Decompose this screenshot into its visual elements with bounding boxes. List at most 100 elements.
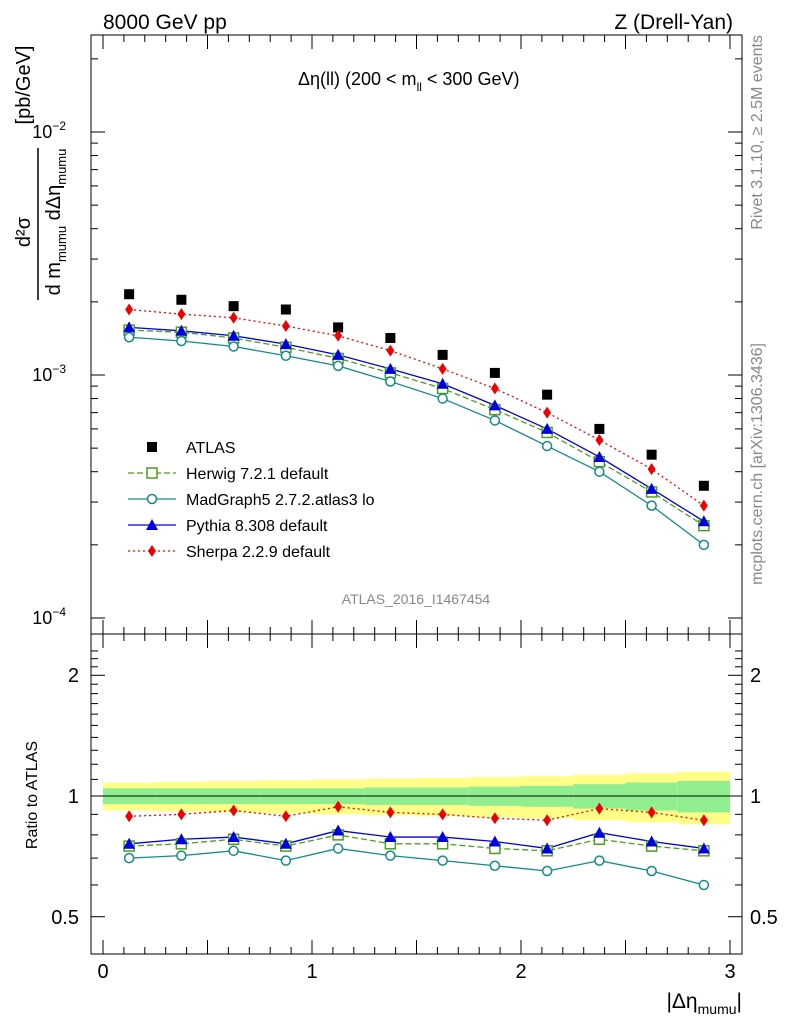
series-line-herwig-7-2-1-default	[129, 329, 705, 527]
ytick-label: 10−3	[32, 362, 66, 385]
point-sherpa-2-2-9-default	[595, 434, 604, 447]
panel-title: Δη(ll) (200 < mll < 300 GeV)	[298, 69, 519, 94]
top-panel-ticks	[91, 35, 742, 634]
ratio-point-pythia-8-308-default	[645, 835, 658, 847]
point-atlas	[124, 289, 135, 300]
series-line-pythia-8-308-default	[129, 326, 705, 522]
ratio-uncertainty-band	[103, 771, 730, 825]
point-madgraph5-2-7-2-atlas3-lo	[228, 341, 239, 352]
point-pythia-8-308-default	[697, 515, 710, 527]
ylabel-unit: [pb/GeV]	[13, 46, 35, 125]
point-atlas	[489, 367, 500, 378]
point-sherpa-2-2-9-default	[699, 499, 708, 512]
legend-marker	[148, 545, 156, 557]
legend-label: ATLAS	[186, 440, 236, 457]
ylabel-denominator: d mmumu dΔηmumu	[43, 149, 69, 296]
ratio-point-pythia-8-308-default	[175, 833, 188, 845]
point-atlas	[646, 449, 657, 460]
xtick-label: 1	[306, 961, 317, 983]
ratio-point-madgraph5-2-7-2-atlas3-lo	[332, 843, 344, 854]
ratio-point-madgraph5-2-7-2-atlas3-lo	[176, 850, 187, 861]
ytick-label: 10−4	[32, 605, 66, 628]
point-madgraph5-2-7-2-atlas3-lo	[385, 376, 396, 387]
ratio-point-madgraph5-2-7-2-atlas3-lo	[646, 865, 657, 877]
ratio-point-sherpa-2-2-9-default	[281, 810, 290, 823]
header-right: Z (Drell-Yan)	[614, 11, 733, 34]
xtick-labels: 0 1 2 3	[97, 961, 735, 983]
ratio-point-sherpa-2-2-9-default	[490, 812, 499, 825]
point-sherpa-2-2-9-default	[490, 382, 499, 395]
ratio-ytick-label-right: 0.5	[750, 907, 778, 929]
ratio-line-madgraph5-2-7-2-atlas3-lo	[129, 847, 705, 886]
top-ytick-labels: 10−4 10−3 10−2	[32, 119, 66, 628]
ratio-point-pythia-8-308-default	[436, 831, 449, 843]
ratio-ytick-label-left: 1	[68, 786, 79, 808]
top-ylabel: d²σ d mmumu dΔηmumu [pb/GeV]	[13, 46, 69, 300]
point-atlas	[228, 301, 239, 312]
point-sherpa-2-2-9-default	[229, 311, 238, 324]
ratio-point-madgraph5-2-7-2-atlas3-lo	[437, 855, 448, 866]
ratio-point-pythia-8-308-default	[593, 826, 606, 838]
ratio-point-madgraph5-2-7-2-atlas3-lo	[698, 879, 710, 891]
point-sherpa-2-2-9-default	[438, 362, 447, 375]
legend-entry-atlas: ATLAS	[147, 440, 236, 457]
x-axis-label: |Δηmumu|	[666, 990, 742, 1017]
legend-label: Herwig 7.2.1 default	[186, 466, 329, 483]
analysis-id: ATLAS_2016_I1467454	[342, 591, 491, 607]
legend-marker	[146, 493, 158, 505]
ylabel-numerator: d²σ	[13, 216, 35, 247]
ratio-point-pythia-8-308-default	[384, 831, 397, 843]
ratio-band-inner	[677, 780, 730, 813]
ratio-point-madgraph5-2-7-2-atlas3-lo	[280, 855, 292, 866]
ratio-ytick-label-right: 2	[750, 665, 761, 687]
ratio-point-pythia-8-308-default	[227, 831, 240, 843]
ratio-band-inner	[625, 782, 678, 811]
ytick-label: 10−2	[32, 119, 66, 142]
ratio-point-sherpa-2-2-9-default	[229, 804, 238, 817]
point-pythia-8-308-default	[227, 329, 240, 341]
point-madgraph5-2-7-2-atlas3-lo	[332, 360, 344, 372]
point-madgraph5-2-7-2-atlas3-lo	[698, 539, 710, 551]
series-line-madgraph5-2-7-2-atlas3-lo	[129, 336, 705, 546]
ratio-ylabel: Ratio to ATLAS	[24, 741, 41, 849]
ratio-line-pythia-8-308-default	[129, 829, 704, 850]
series-line-sherpa-2-2-9-default	[129, 308, 705, 507]
point-atlas	[280, 304, 291, 315]
legend-marker	[146, 519, 158, 530]
point-madgraph5-2-7-2-atlas3-lo	[646, 500, 657, 511]
point-madgraph5-2-7-2-atlas3-lo	[280, 350, 292, 362]
ratio-point-sherpa-2-2-9-default	[386, 806, 395, 819]
point-madgraph5-2-7-2-atlas3-lo	[594, 466, 605, 477]
point-madgraph5-2-7-2-atlas3-lo	[489, 415, 501, 426]
ratio-point-madgraph5-2-7-2-atlas3-lo	[228, 845, 239, 857]
rivet-version-text: Rivet 3.1.10, ≥ 2.5M events	[749, 35, 766, 230]
point-atlas	[542, 389, 553, 400]
point-pythia-8-308-default	[332, 348, 345, 360]
point-madgraph5-2-7-2-atlas3-lo	[176, 335, 187, 347]
ratio-point-madgraph5-2-7-2-atlas3-lo	[123, 852, 135, 864]
ratio-point-pythia-8-308-default	[332, 824, 345, 836]
point-atlas	[594, 423, 605, 434]
legend-marker	[147, 442, 157, 452]
ratio-ytick-label-left: 0.5	[51, 907, 79, 929]
point-madgraph5-2-7-2-atlas3-lo	[541, 440, 553, 452]
ratio-ytick-label-left: 2	[68, 665, 79, 687]
xtick-label: 0	[97, 961, 108, 983]
ratio-line-herwig-7-2-1-default	[129, 834, 704, 852]
point-atlas	[176, 294, 187, 305]
point-sherpa-2-2-9-default	[177, 308, 186, 321]
ratio-point-sherpa-2-2-9-default	[595, 802, 604, 815]
point-pythia-8-308-default	[175, 324, 188, 336]
point-madgraph5-2-7-2-atlas3-lo	[123, 332, 135, 343]
ratio-point-pythia-8-308-default	[123, 837, 136, 849]
point-atlas	[437, 349, 448, 360]
ratio-point-pythia-8-308-default	[697, 842, 710, 854]
ratio-point-sherpa-2-2-9-default	[647, 806, 656, 819]
ratio-point-pythia-8-308-default	[279, 837, 292, 849]
ratio-point-madgraph5-2-7-2-atlas3-lo	[541, 865, 553, 877]
point-sherpa-2-2-9-default	[334, 329, 343, 342]
legend-label: MadGraph5 2.7.2.atlas3 lo	[186, 492, 375, 509]
legend-entry-herwig-7-2-1-default: Herwig 7.2.1 default	[128, 466, 329, 483]
ratio-point-madgraph5-2-7-2-atlas3-lo	[385, 850, 396, 861]
